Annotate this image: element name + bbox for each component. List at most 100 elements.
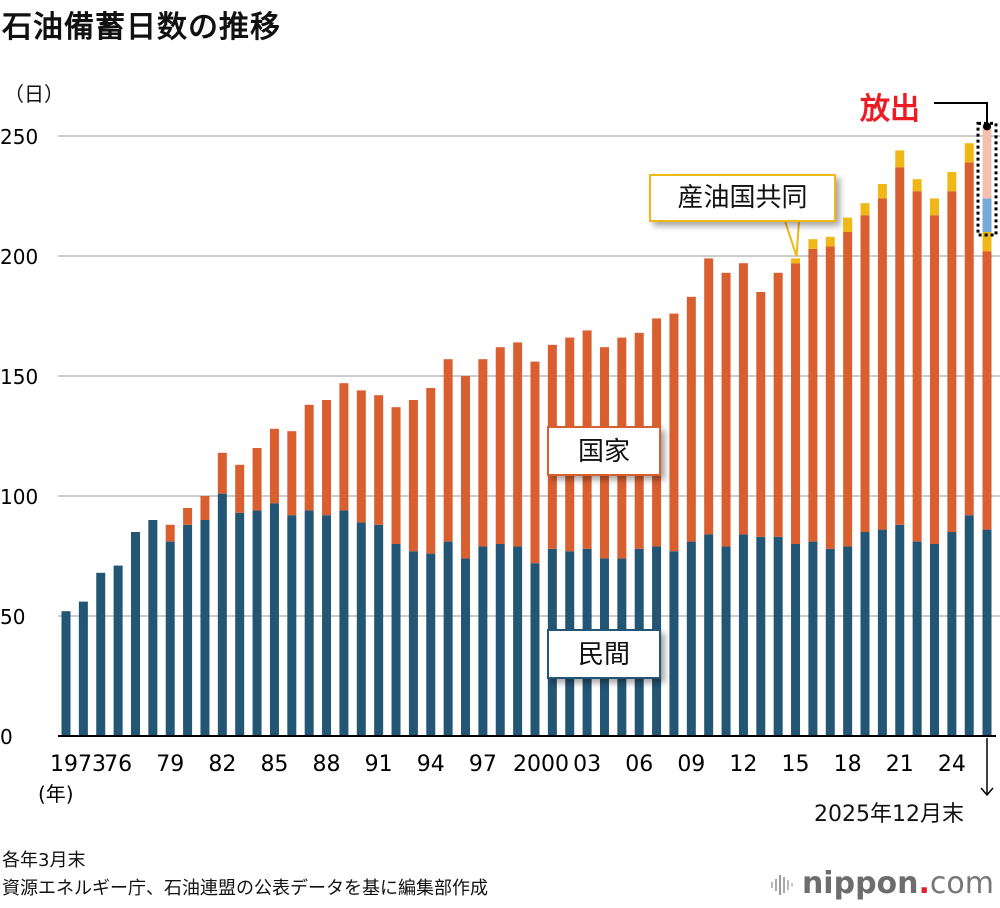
y-axis-unit-label: （日） bbox=[4, 82, 64, 106]
joint-series-callout: 産油国共同 bbox=[649, 174, 836, 222]
bar-private-1976 bbox=[113, 565, 123, 736]
bar-national-1988 bbox=[322, 400, 332, 516]
x-axis-unit-label: (年) bbox=[38, 782, 74, 806]
bar-private-1991 bbox=[374, 524, 384, 736]
bar-national-1982 bbox=[217, 452, 227, 494]
bar-national-1996 bbox=[461, 376, 471, 559]
bar-private-2017 bbox=[825, 548, 835, 736]
bar-national-1992 bbox=[391, 407, 401, 544]
x-tick-label: 18 bbox=[834, 752, 862, 777]
bar-joint-2019 bbox=[860, 203, 870, 216]
bar-national-2020 bbox=[877, 198, 887, 530]
bar-private-2014 bbox=[773, 536, 783, 736]
release-label: 放出 bbox=[860, 92, 920, 127]
bar-private-1984 bbox=[252, 510, 262, 736]
bar-private-1973 bbox=[61, 611, 71, 736]
logo-dot: . bbox=[918, 866, 930, 901]
x-tick-label: 76 bbox=[104, 752, 132, 777]
bar-private-2021 bbox=[895, 524, 905, 736]
national-label-text: 国家 bbox=[577, 437, 630, 467]
x-tick-label: 12 bbox=[729, 752, 757, 777]
bar-national-1989 bbox=[339, 383, 349, 511]
bar-private-2016 bbox=[808, 541, 818, 736]
bar-national-2018 bbox=[843, 232, 853, 547]
bar-national-2016 bbox=[808, 248, 818, 542]
bar-national-2008 bbox=[669, 313, 679, 552]
y-tick-label: 50 bbox=[0, 605, 25, 629]
x-tick-label: 91 bbox=[365, 752, 393, 777]
bar-private-2025 bbox=[964, 515, 974, 736]
bar-private-1987 bbox=[304, 510, 314, 736]
bar-private-2013 bbox=[756, 536, 766, 736]
bar-joint-2024 bbox=[947, 172, 957, 192]
bar-private-1981 bbox=[200, 520, 210, 736]
y-tick-label: 0 bbox=[0, 725, 13, 749]
bar-joint-2023 bbox=[930, 198, 939, 216]
bar-released_pink-2025-12 bbox=[982, 126, 992, 199]
x-tick-label: 97 bbox=[469, 752, 497, 777]
bar-national-2013 bbox=[756, 292, 766, 537]
x-tick-label: 82 bbox=[208, 752, 236, 777]
bar-national-1984 bbox=[252, 448, 262, 511]
bar-private-1993 bbox=[408, 551, 418, 736]
bar-national-2024 bbox=[947, 191, 957, 532]
x-tick-label: 15 bbox=[782, 752, 810, 777]
bar-private-1988 bbox=[322, 515, 332, 736]
bar-private-2018 bbox=[843, 546, 853, 736]
bar-private-2011 bbox=[721, 546, 731, 736]
y-tick-label: 250 bbox=[0, 125, 38, 149]
bar-national-1983 bbox=[235, 464, 245, 513]
bar-national-2022 bbox=[912, 191, 922, 542]
bar-private-1999 bbox=[513, 546, 523, 736]
nippon-logo: nippon.com bbox=[770, 866, 994, 901]
private-label-text: 民間 bbox=[577, 640, 630, 670]
bar-private-2012 bbox=[738, 534, 748, 736]
logo-suffix: com bbox=[929, 866, 994, 901]
x-tick-label: 79 bbox=[156, 752, 184, 777]
x-tick-label: 21 bbox=[886, 752, 914, 777]
bar-national-2021 bbox=[895, 167, 905, 525]
chart-title: 石油備蓄日数の推移 bbox=[2, 10, 281, 45]
x-tick-label: 1973 bbox=[50, 752, 106, 777]
bar-private-2024 bbox=[947, 532, 957, 736]
x-tick-label: 03 bbox=[573, 752, 601, 777]
note-line-1: 各年3月末 bbox=[2, 850, 86, 871]
bar-private-1980 bbox=[183, 524, 193, 736]
bar-joint-2021 bbox=[895, 150, 905, 168]
bar-private-1977 bbox=[130, 532, 140, 736]
bar-national-1987 bbox=[304, 404, 314, 511]
last-date-label: 2025年12月末 bbox=[814, 802, 964, 827]
bar-private-2009 bbox=[686, 541, 696, 736]
bar-private-1995 bbox=[443, 541, 453, 736]
bar-private-1994 bbox=[426, 553, 436, 736]
bar-released_blue-2025-12 bbox=[982, 198, 992, 232]
bar-national-2012 bbox=[738, 263, 748, 535]
bar-private-2000 bbox=[530, 563, 540, 736]
bar-private-2025-12 bbox=[982, 529, 992, 736]
bar-private-1997 bbox=[478, 546, 488, 736]
bar-national-1985 bbox=[269, 428, 279, 504]
x-tick-label: 24 bbox=[938, 752, 966, 777]
bar-private-2023 bbox=[930, 544, 939, 736]
private-series-label: 民間 bbox=[547, 629, 661, 679]
bar-joint-2016 bbox=[808, 239, 818, 249]
gridlines bbox=[58, 135, 1000, 617]
y-tick-label: 100 bbox=[0, 485, 38, 509]
y-tick-label: 200 bbox=[0, 245, 38, 269]
x-tick-label: 94 bbox=[417, 752, 445, 777]
sound-wave-icon bbox=[770, 874, 793, 895]
bar-private-2020 bbox=[877, 529, 887, 736]
bar-joint-2020 bbox=[877, 184, 887, 199]
bar-national-1994 bbox=[426, 388, 436, 554]
bar-national-1997 bbox=[478, 359, 488, 547]
joint-callout-pointer bbox=[784, 220, 800, 257]
y-tick-label: 150 bbox=[0, 365, 38, 389]
bar-joint-2017 bbox=[825, 236, 835, 247]
bar-national-1999 bbox=[513, 342, 523, 547]
national-series-label: 国家 bbox=[547, 426, 661, 476]
bar-joint-2015 bbox=[791, 258, 801, 264]
bar-private-1979 bbox=[165, 541, 175, 736]
bar-national-2017 bbox=[825, 246, 835, 549]
